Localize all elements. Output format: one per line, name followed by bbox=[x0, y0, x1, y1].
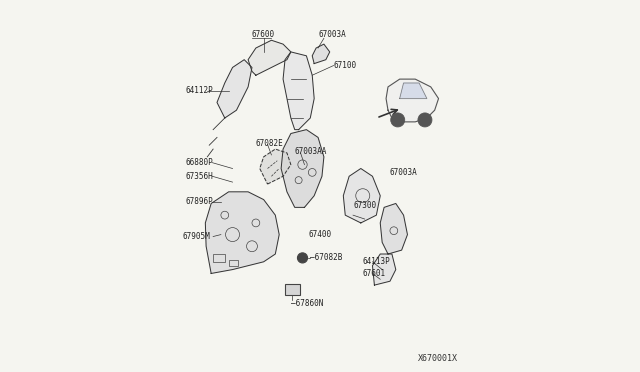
Text: X670001X: X670001X bbox=[418, 354, 458, 363]
Text: 64112P: 64112P bbox=[186, 86, 214, 95]
Polygon shape bbox=[343, 169, 380, 223]
Text: —67860N: —67860N bbox=[291, 299, 323, 308]
Polygon shape bbox=[399, 83, 427, 99]
Text: 67356H: 67356H bbox=[186, 172, 214, 181]
Text: 67003AA: 67003AA bbox=[295, 147, 327, 155]
FancyBboxPatch shape bbox=[285, 283, 300, 295]
Polygon shape bbox=[281, 130, 324, 207]
Polygon shape bbox=[205, 192, 279, 273]
Text: 67300: 67300 bbox=[353, 201, 376, 210]
Text: 67003A: 67003A bbox=[318, 30, 346, 39]
Polygon shape bbox=[372, 254, 396, 285]
Polygon shape bbox=[283, 52, 314, 130]
Text: —67082B: —67082B bbox=[310, 253, 342, 262]
Circle shape bbox=[418, 113, 432, 127]
Polygon shape bbox=[260, 149, 291, 184]
Polygon shape bbox=[217, 60, 252, 118]
Text: 67600: 67600 bbox=[252, 30, 275, 39]
Text: 66880P: 66880P bbox=[186, 158, 214, 167]
Text: 67400: 67400 bbox=[308, 230, 332, 239]
Polygon shape bbox=[380, 203, 408, 254]
Text: 67003A: 67003A bbox=[390, 168, 418, 177]
Polygon shape bbox=[312, 44, 330, 64]
Text: 67082E: 67082E bbox=[256, 139, 284, 148]
Polygon shape bbox=[386, 79, 438, 122]
Text: 67100: 67100 bbox=[333, 61, 356, 70]
Text: 64113P: 64113P bbox=[363, 257, 390, 266]
Text: 67601: 67601 bbox=[363, 269, 386, 278]
Circle shape bbox=[298, 253, 308, 263]
Polygon shape bbox=[248, 40, 291, 75]
Text: 67896P: 67896P bbox=[186, 197, 214, 206]
Circle shape bbox=[391, 113, 404, 127]
Text: 67905M: 67905M bbox=[182, 232, 210, 241]
